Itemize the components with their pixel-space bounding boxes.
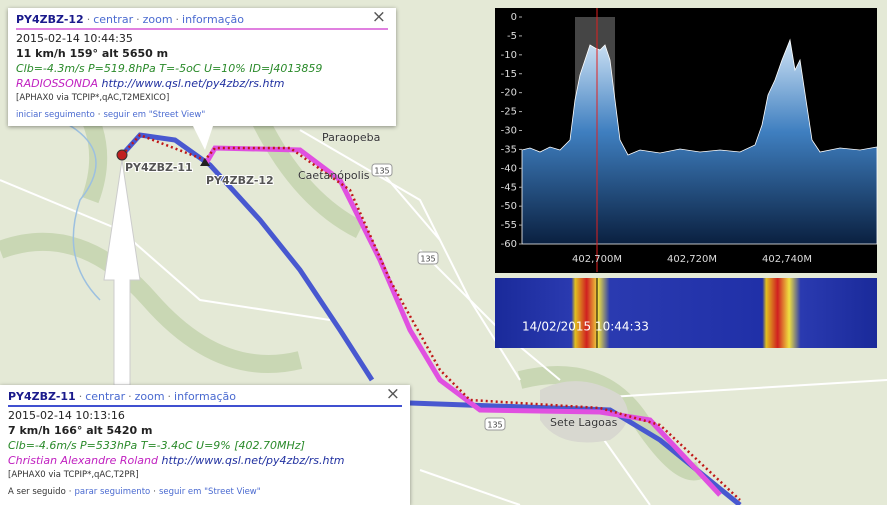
- close-button[interactable]: ×: [385, 384, 400, 404]
- close-button[interactable]: ×: [371, 7, 386, 27]
- marker-label: PY4ZBZ-12: [206, 174, 274, 187]
- y-tick-label: 0: [511, 12, 517, 23]
- telemetry: Clb=-4.3m/s P=519.8hPa T=-5oC U=10% ID=J…: [16, 62, 323, 75]
- y-tick-label: -45: [501, 182, 517, 193]
- track-blue: [120, 132, 375, 382]
- telemetry: Clb=-4.6m/s P=533hPa T=-3.4oC U=9% [402.…: [8, 439, 305, 452]
- popup-pointer: [193, 126, 213, 150]
- link[interactable]: zoom: [142, 13, 173, 26]
- spectrum-trace: [521, 38, 878, 245]
- x-tick-label: 402,700M: [572, 254, 622, 265]
- road-label: 135: [487, 421, 502, 430]
- road-shield: [417, 251, 439, 265]
- marker-label: PY4ZBZ-11: [125, 161, 193, 174]
- popup-header: PY4ZBZ-12 · centrar · zoom · informação: [16, 12, 388, 30]
- y-tick-label: -55: [501, 220, 517, 231]
- y-tick-label: -30: [501, 126, 517, 137]
- separator: ·: [97, 110, 101, 120]
- link[interactable]: zoom: [134, 390, 165, 403]
- link[interactable]: centrar: [93, 13, 134, 26]
- arrow: [103, 159, 141, 386]
- river: [59, 119, 101, 301]
- track-magenta: [202, 145, 722, 497]
- action[interactable]: parar seguimento: [74, 487, 151, 497]
- place-label: Sete Lagoas: [550, 416, 618, 429]
- separator: ·: [175, 13, 180, 26]
- time: 2015-02-14 10:13:16: [8, 409, 125, 422]
- separator: ·: [167, 390, 172, 403]
- speed: 7 km/h 166° alt 5420 m: [8, 424, 153, 437]
- speed: 11 km/h 159° alt 5650 m: [16, 47, 169, 60]
- separator: ·: [68, 487, 72, 497]
- separator: ·: [153, 487, 156, 497]
- comment: RADIOSSONDA: [16, 77, 98, 90]
- callsign[interactable]: PY4ZBZ-11: [8, 390, 76, 403]
- y-tick-label: -5: [507, 31, 517, 42]
- separator: ·: [78, 390, 83, 403]
- separator: ·: [86, 13, 91, 26]
- url[interactable]: http://www.qsl.net/py4zbz/rs.htm: [161, 454, 345, 467]
- time: 2015-02-14 10:44:35: [16, 32, 133, 45]
- y-tick-label: -20: [501, 88, 517, 99]
- road-shield: [371, 163, 393, 177]
- y-tick-label: -25: [501, 107, 517, 118]
- waterfall: [495, 278, 877, 348]
- y-tick-label: -60: [501, 239, 517, 250]
- y-tick-label: -35: [501, 144, 517, 155]
- place-label: Paraopeba: [322, 131, 380, 144]
- path: [APHAX0 via TCPIP*,qAC,T2MEXICO]: [16, 93, 170, 103]
- road-shield: [484, 417, 506, 431]
- action: A ser seguido: [8, 487, 66, 497]
- marker-icon[interactable]: [200, 158, 210, 166]
- popup-header: PY4ZBZ-11 · centrar · zoom · informação: [8, 389, 402, 407]
- link[interactable]: informação: [182, 13, 244, 26]
- path: [APHAX0 via TCPIP*,qAC,T2PR]: [8, 470, 139, 480]
- x-tick-label: 402,740M: [762, 254, 812, 265]
- action[interactable]: iniciar seguimento: [16, 110, 95, 120]
- separator: ·: [128, 390, 132, 403]
- y-tick-label: -10: [501, 50, 517, 61]
- separator: ·: [136, 13, 140, 26]
- link[interactable]: informação: [174, 390, 236, 403]
- road-label: 135: [374, 167, 389, 176]
- popup: PY4ZBZ-11 · centrar · zoom · informação × 2015…: [0, 385, 410, 505]
- action[interactable]: seguir em "Street View": [158, 487, 261, 497]
- action[interactable]: seguir em "Street View": [103, 110, 206, 120]
- y-tick-label: -50: [501, 201, 517, 212]
- x-tick-label: 402,720M: [667, 254, 717, 265]
- y-tick-label: -15: [501, 69, 517, 80]
- url[interactable]: http://www.qsl.net/py4zbz/rs.htm: [101, 77, 285, 90]
- marker-icon[interactable]: [116, 149, 128, 161]
- place-label: Caetanópolis: [298, 169, 370, 182]
- callsign[interactable]: PY4ZBZ-12: [16, 13, 84, 26]
- comment: Christian Alexandre Roland: [8, 454, 159, 467]
- waterfall-timestamp: 14/02/2015 10:44:33: [522, 320, 649, 334]
- road-label: 135: [420, 255, 435, 264]
- y-tick-label: -40: [501, 163, 517, 174]
- popup: PY4ZBZ-12 · centrar · zoom · informação × 2015…: [8, 8, 396, 126]
- link[interactable]: centrar: [85, 390, 126, 403]
